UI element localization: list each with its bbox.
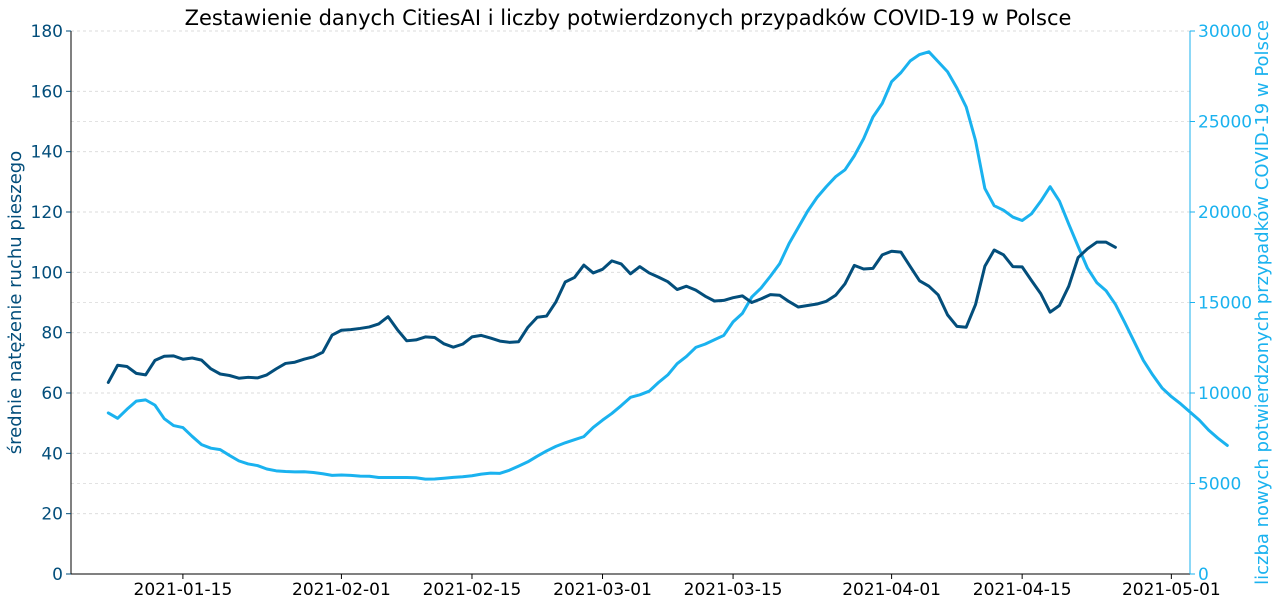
right-y-tick-label: 10000: [1198, 384, 1252, 404]
left-y-tick-label: 120: [31, 203, 63, 223]
x-tick-label: 2021-01-15: [134, 580, 233, 600]
left-y-tick-label: 180: [31, 22, 63, 42]
x-tick-label: 2021-02-01: [292, 580, 391, 600]
x-axis-ticks: 2021-01-15 2021-02-01 2021-02-15 2021-03-01…: [134, 574, 1221, 600]
right-y-tick-label: 0: [1198, 565, 1209, 585]
left-y-tick-label: 140: [31, 143, 63, 163]
left-y-tick-label: 80: [41, 324, 63, 344]
x-tick-label: 2021-03-15: [684, 580, 783, 600]
right-axis-series-line: [106, 50, 1229, 481]
right-y-tick-label: 15000: [1198, 294, 1252, 314]
x-tick-label: 2021-05-01: [1122, 580, 1221, 600]
right-y-axis-label: liczba nowych potwierdzonych przypadków …: [1252, 20, 1273, 585]
series-layer: [106, 50, 1229, 481]
x-tick-label: 2021-03-01: [553, 580, 652, 600]
left-y-tick-label: 20: [41, 505, 63, 525]
x-tick-label: 2021-04-15: [973, 580, 1072, 600]
left-y-tick-label: 40: [41, 444, 63, 464]
left-y-tick-label: 100: [31, 263, 63, 283]
left-y-axis-ticks: 0 20 40 60 80 100 120 140 160 180: [31, 22, 71, 585]
x-tick-label: 2021-04-01: [842, 580, 941, 600]
right-y-tick-label: 5000: [1198, 475, 1241, 495]
left-y-tick-label: 160: [31, 82, 63, 102]
right-y-tick-label: 25000: [1198, 113, 1252, 133]
left-axis-series-line: [106, 240, 1117, 384]
left-y-axis-label: średnie natężenie ruchu pieszego: [5, 151, 26, 454]
right-y-tick-label: 20000: [1198, 203, 1252, 223]
right-y-tick-label: 30000: [1198, 22, 1252, 42]
left-y-tick-label: 60: [41, 384, 63, 404]
x-tick-label: 2021-02-15: [423, 580, 522, 600]
left-y-tick-label: 0: [52, 565, 63, 585]
right-y-axis-ticks: 0 5000 10000 15000 20000 25000 30000: [1190, 22, 1252, 585]
chart-title: Zestawienie danych CitiesAI i liczby pot…: [185, 6, 1072, 30]
